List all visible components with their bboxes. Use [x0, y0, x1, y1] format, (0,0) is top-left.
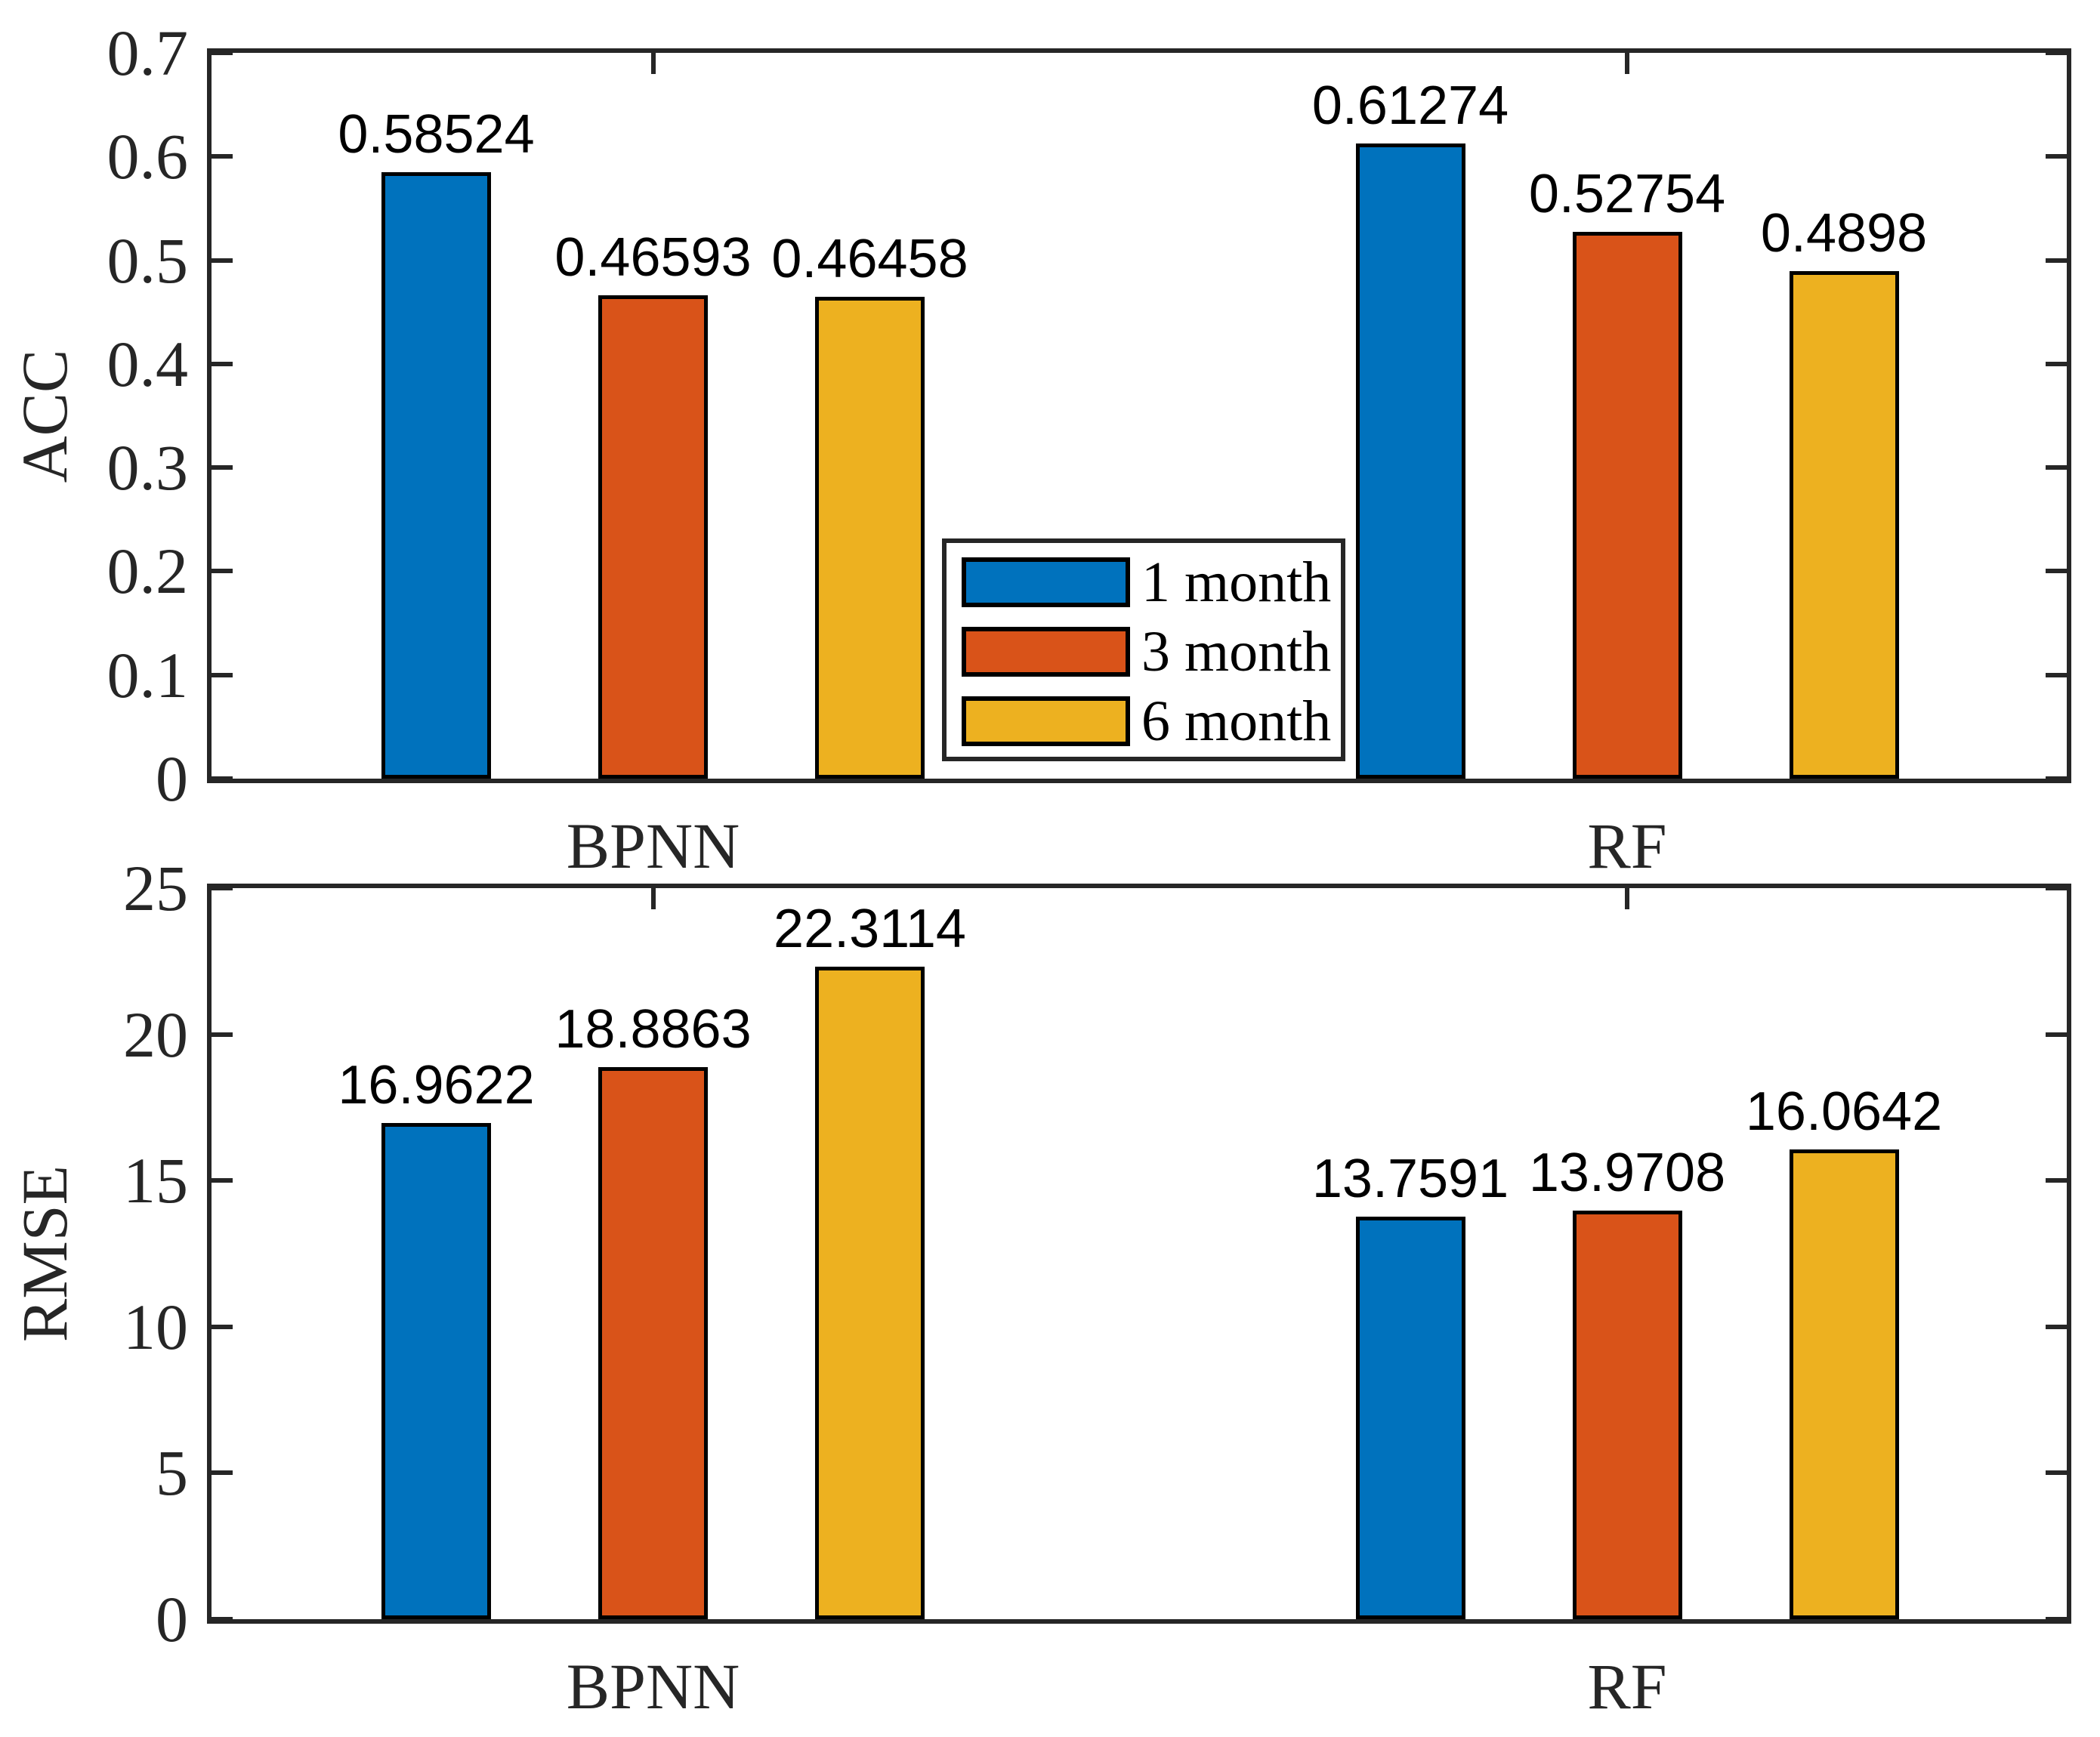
- y-tick-label: 0.1: [107, 638, 189, 711]
- y-tick-mark: [212, 1032, 233, 1037]
- bar-value-label: 13.9708: [1528, 1143, 1726, 1204]
- bar-rf-6-month: [1789, 1149, 1899, 1619]
- y-tick-mark: [212, 258, 233, 263]
- y-tick-label: 0.4: [107, 327, 189, 400]
- bar-value-label: 18.8863: [554, 998, 752, 1060]
- y-tick-label: 0.6: [107, 120, 189, 193]
- bar-value-label: 16.0642: [1745, 1081, 1943, 1142]
- y-tick-mark: [212, 51, 233, 55]
- y-tick-mark: [212, 465, 233, 471]
- bar-value-label: 13.7591: [1311, 1149, 1509, 1210]
- bar-value-label: 0.58524: [338, 103, 535, 165]
- y-tick-mark: [212, 361, 233, 366]
- x-tick-mark: [650, 888, 656, 909]
- bar-bpnn-1-month: [381, 1123, 491, 1619]
- y-tick-mark: [212, 1178, 233, 1183]
- y-tick-mark: [2046, 258, 2067, 263]
- y-tick-label: 10: [123, 1290, 188, 1363]
- y-tick-mark: [2046, 569, 2067, 574]
- y-tick-mark: [2046, 154, 2067, 159]
- legend-swatch-6-month: [962, 696, 1130, 746]
- x-tick-label-bpnn: BPNN: [566, 810, 740, 882]
- y-tick-label: 0.7: [107, 17, 189, 89]
- y-tick-label: 0: [156, 742, 188, 815]
- y-tick-mark: [2046, 672, 2067, 677]
- rmse-plot-area: 16.9622 13.7591 18.8863 13.9708 22.3114 16.06…: [207, 884, 2071, 1624]
- y-tick-label: 20: [123, 998, 188, 1071]
- y-tick-mark: [2046, 465, 2067, 471]
- bar-value-label: 0.46458: [771, 229, 968, 290]
- bar-value-label: 22.3114: [774, 899, 966, 960]
- y-tick-label: 0.2: [107, 535, 189, 608]
- y-tick-mark: [212, 776, 233, 781]
- y-tick-mark: [212, 1617, 233, 1621]
- y-tick-mark: [2046, 776, 2067, 781]
- legend-item-label: 1 month: [1141, 551, 1332, 614]
- y-tick-mark: [2046, 886, 2067, 890]
- y-tick-mark: [2046, 1617, 2067, 1621]
- y-tick-mark: [212, 569, 233, 574]
- legend-item-label: 3 month: [1141, 620, 1332, 683]
- y-tick-mark: [212, 886, 233, 890]
- x-tick-label-bpnn: BPNN: [566, 1650, 740, 1723]
- bar-rf-1-month: [1355, 143, 1465, 779]
- bar-rf-6-month: [1789, 270, 1899, 779]
- bar-bpnn-3-month: [598, 1066, 708, 1619]
- bar-rf-3-month: [1572, 1211, 1682, 1619]
- acc-plot-area: 0.58524 0.61274 0.46593 0.52754 0.46458 0.489…: [207, 48, 2071, 783]
- y-tick-mark: [2046, 1324, 2067, 1329]
- y-tick-mark: [212, 154, 233, 159]
- y-tick-mark: [2046, 1178, 2067, 1183]
- legend: 1 month 3 month 6 month: [942, 538, 1345, 761]
- bar-rf-1-month: [1355, 1217, 1465, 1619]
- y-tick-label: 25: [123, 852, 188, 924]
- y-tick-label: 0: [156, 1583, 188, 1655]
- y-tick-mark: [212, 1324, 233, 1329]
- bar-rf-3-month: [1572, 231, 1682, 779]
- y-tick-label: 0.5: [107, 224, 189, 297]
- bar-value-label: 0.46593: [554, 227, 752, 288]
- bar-bpnn-3-month: [598, 295, 708, 779]
- legend-item-label: 6 month: [1141, 690, 1332, 753]
- bar-bpnn-6-month: [815, 967, 925, 1619]
- bar-value-label: 0.52754: [1528, 163, 1726, 224]
- bar-bpnn-6-month: [815, 297, 925, 779]
- bar-value-label: 0.4898: [1760, 202, 1928, 264]
- x-tick-label-rf: RF: [1587, 810, 1667, 882]
- bar-bpnn-1-month: [381, 171, 491, 779]
- x-tick-mark: [1625, 53, 1629, 74]
- y-tick-label: 5: [156, 1436, 188, 1510]
- legend-swatch-1-month: [962, 557, 1130, 607]
- y-tick-mark: [2046, 1470, 2067, 1476]
- y-tick-mark: [2046, 1032, 2067, 1037]
- y-tick-label: 0.3: [107, 431, 189, 504]
- bar-value-label: 16.9622: [338, 1055, 535, 1116]
- y-tick-mark: [2046, 51, 2067, 55]
- x-tick-mark: [1625, 888, 1629, 909]
- y-tick-mark: [212, 1470, 233, 1476]
- y-tick-mark: [2046, 361, 2067, 366]
- y-tick-label: 15: [123, 1144, 188, 1217]
- y-tick-mark: [212, 672, 233, 677]
- y-axis-title-rmse: RMSE: [8, 1165, 81, 1343]
- legend-swatch-3-month: [962, 627, 1130, 677]
- bar-value-label: 0.61274: [1311, 75, 1509, 136]
- x-tick-label-rf: RF: [1587, 1650, 1667, 1723]
- x-tick-mark: [650, 53, 656, 74]
